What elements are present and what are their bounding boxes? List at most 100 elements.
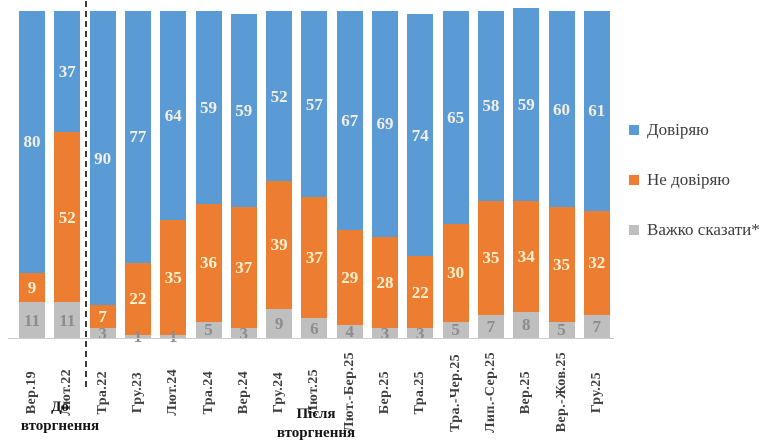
- value-label: 74: [411, 125, 429, 145]
- bar-segment-trust: 77: [124, 11, 151, 263]
- value-label: 3: [98, 323, 107, 343]
- legend-item-distrust: Не довіряю: [629, 170, 760, 190]
- bar: 64 35 1: [160, 11, 187, 345]
- value-label: 58: [482, 96, 500, 116]
- bar-segment-trust: 58: [477, 11, 504, 201]
- value-label: 69: [376, 114, 394, 134]
- bar-segment-hard-to-say: 9: [266, 308, 293, 338]
- bar-segment-trust: 90: [89, 11, 116, 306]
- x-axis-line: [8, 338, 614, 339]
- bar-segment-hard-to-say: 5: [442, 320, 469, 340]
- x-tick-label-text: Гру.25: [588, 371, 604, 414]
- value-label: 28: [376, 272, 394, 292]
- legend-item-trust: Довіряю: [629, 120, 760, 140]
- value-label: 7: [486, 317, 496, 337]
- legend-label: Не довіряю: [647, 170, 730, 189]
- x-tick-label: Лют.24: [153, 344, 193, 441]
- bar-segment-trust: 69: [372, 11, 398, 237]
- value-label: 22: [129, 289, 147, 309]
- value-label: 29: [341, 268, 359, 287]
- value-label: 59: [235, 101, 253, 121]
- value-label: 5: [451, 320, 460, 340]
- bar-segment-hard-to-say: 3: [372, 325, 398, 342]
- legend-item-hard-to-say: Важко сказати*: [629, 220, 760, 240]
- x-tick-label: Тра.25: [400, 344, 440, 441]
- bar: 59 34 8: [513, 7, 540, 338]
- value-label: 1: [168, 326, 178, 346]
- bar-segment-distrust: 9: [19, 272, 45, 303]
- legend-swatch-trust: [629, 125, 639, 135]
- value-label: 3: [239, 323, 249, 343]
- x-tick-label-text: Вер.24: [235, 370, 251, 415]
- bar: 80 9 11: [19, 11, 45, 338]
- bar-segment-distrust: 35: [477, 200, 504, 316]
- value-label: 61: [588, 101, 606, 121]
- bar: 59 36 5: [195, 11, 222, 340]
- bar-segment-distrust: 35: [548, 207, 575, 322]
- bar-segment-hard-to-say: 1: [160, 328, 187, 345]
- bar-segment-distrust: 37: [230, 207, 257, 329]
- bar-segment-trust: 59: [513, 7, 540, 201]
- value-label: 67: [341, 111, 359, 131]
- bar: 74 22 3: [407, 14, 434, 342]
- bar-segment-distrust: 7: [89, 305, 116, 329]
- bar: 67 29 4: [336, 11, 363, 341]
- value-label: 35: [164, 268, 182, 288]
- bar-segment-hard-to-say: 6: [301, 318, 328, 338]
- bar-segment-distrust: 32: [583, 210, 610, 316]
- bar-segment-hard-to-say: 1: [124, 328, 151, 345]
- bar-segment-trust: 67: [336, 11, 363, 231]
- bar-segment-hard-to-say: 4: [336, 321, 363, 341]
- bar-segment-trust: 59: [195, 11, 222, 204]
- bar-segment-hard-to-say: 11: [19, 302, 45, 338]
- bar-segment-hard-to-say: 11: [54, 302, 81, 338]
- x-tick-label-text: Лют.24: [165, 369, 181, 416]
- value-label: 5: [204, 320, 213, 340]
- bar: 57 37 6: [301, 11, 328, 338]
- value-label: 8: [521, 315, 531, 335]
- bar-segment-trust: 59: [230, 14, 257, 208]
- value-label: 37: [305, 248, 323, 268]
- x-tick-label-text: Тра.-Чер.25: [447, 353, 463, 432]
- bar: 58 35 7: [477, 11, 504, 338]
- bar-segment-distrust: 22: [407, 256, 434, 329]
- value-label: 5: [557, 320, 566, 340]
- bar: 69 28 3: [372, 11, 398, 342]
- legend-swatch-hard-to-say: [629, 225, 639, 235]
- value-label: 4: [345, 321, 354, 341]
- bar: 65 30 5: [442, 11, 469, 340]
- bar-segment-distrust: 52: [54, 132, 81, 303]
- bar-segment-trust: 64: [160, 11, 187, 221]
- bar-segment-distrust: 22: [124, 262, 151, 335]
- bar-segment-distrust: 34: [513, 200, 540, 312]
- bar-segment-trust: 74: [407, 14, 434, 257]
- bar-segment-hard-to-say: 3: [230, 323, 257, 343]
- bar-segment-hard-to-say: 7: [477, 315, 504, 338]
- value-label: 60: [553, 99, 570, 119]
- bar-segment-trust: 61: [583, 11, 610, 211]
- x-tick-label: Вер.-Жов.25: [542, 344, 582, 441]
- value-label: 77: [129, 127, 147, 147]
- value-label: 6: [310, 318, 319, 338]
- bar-segment-trust: 57: [301, 11, 328, 198]
- value-label: 1: [133, 326, 143, 346]
- value-label: 37: [235, 258, 253, 278]
- x-tick-label-text: Вер.-Жов.25: [553, 352, 569, 433]
- bar-segment-distrust: 29: [336, 230, 363, 325]
- value-label: 36: [200, 253, 217, 273]
- value-label: 11: [23, 310, 41, 330]
- x-tick-label: Гру.25: [577, 344, 617, 441]
- bar-segment-hard-to-say: 5: [195, 320, 222, 340]
- value-label: 34: [517, 246, 535, 266]
- bar-segment-trust: 37: [54, 11, 81, 132]
- value-label: 30: [447, 263, 465, 283]
- bar: 77 22 1: [124, 11, 151, 345]
- value-label: 39: [270, 235, 288, 255]
- bar-segment-distrust: 35: [160, 220, 187, 335]
- value-label: 59: [517, 94, 535, 114]
- bar-segment-trust: 52: [266, 11, 293, 182]
- value-label: 9: [274, 313, 284, 333]
- bar-segment-hard-to-say: 5: [548, 320, 575, 340]
- value-label: 22: [411, 282, 429, 302]
